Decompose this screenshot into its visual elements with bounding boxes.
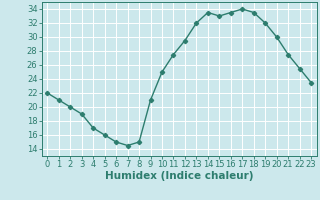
X-axis label: Humidex (Indice chaleur): Humidex (Indice chaleur) <box>105 171 253 181</box>
